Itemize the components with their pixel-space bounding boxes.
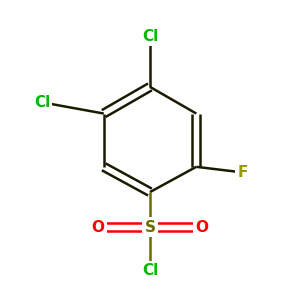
Text: Cl: Cl bbox=[142, 263, 158, 278]
Text: Cl: Cl bbox=[34, 95, 50, 110]
Text: F: F bbox=[237, 165, 248, 180]
Text: Cl: Cl bbox=[142, 29, 158, 44]
Text: S: S bbox=[145, 220, 155, 235]
Text: O: O bbox=[195, 220, 208, 235]
Text: O: O bbox=[92, 220, 105, 235]
